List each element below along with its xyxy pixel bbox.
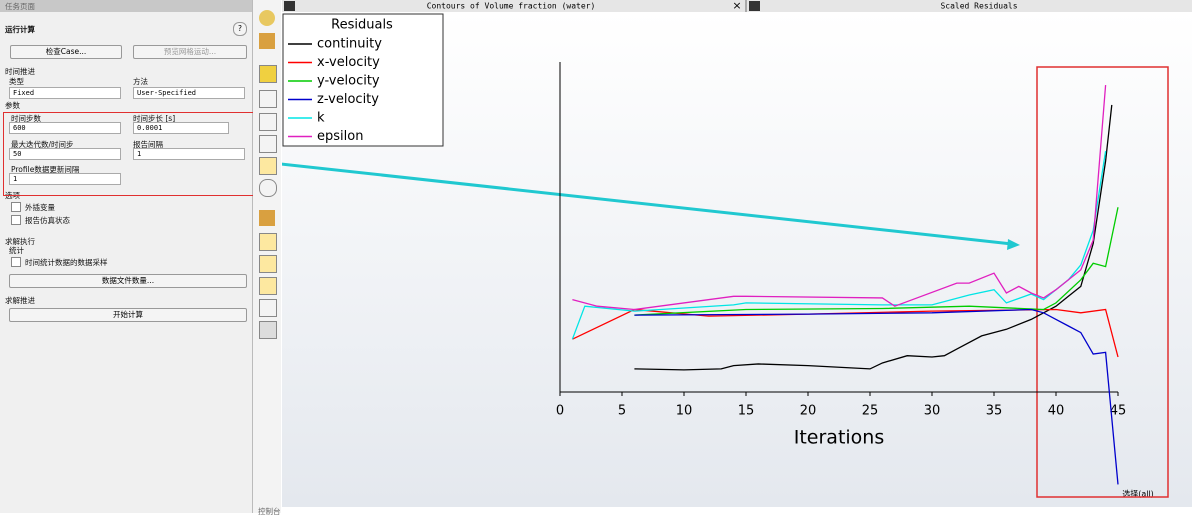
series-line [634, 207, 1119, 316]
label: 类型 [9, 77, 24, 86]
toolbar [253, 0, 281, 513]
label: 时间统计数据的数据采样 [25, 258, 108, 267]
data-files[interactable]: 数据文件数量... [9, 274, 247, 288]
label: 方法 [133, 77, 148, 86]
x-tick-label: 20 [800, 404, 817, 419]
input[interactable]: 0.0001 [133, 122, 229, 134]
input[interactable]: 600 [9, 122, 121, 134]
legend-label: y-velocity [317, 74, 380, 89]
tab-title[interactable]: Contours of Volume fraction (water) [427, 2, 596, 11]
console: 控制台 [258, 507, 281, 516]
x-tick-label: 35 [986, 404, 1003, 419]
check-case[interactable]: 检查Case... [10, 45, 122, 59]
title: 运行计算 [5, 25, 35, 34]
series-line [634, 308, 1119, 485]
arrow-head [1007, 239, 1020, 250]
label: 时间步长 [s] [133, 114, 176, 123]
legend-label: z-velocity [317, 92, 379, 107]
x-tick-label: 0 [556, 404, 564, 419]
legend-label: continuity [317, 37, 382, 52]
series-line [572, 308, 1119, 358]
residual-chart: Contours of Volume fraction (water) × Sc… [282, 0, 1192, 507]
legend-title: Residuals [331, 18, 393, 33]
checkbox[interactable] [11, 202, 21, 212]
label: 外插变量 [25, 203, 55, 212]
x-tick-label: 30 [924, 404, 941, 419]
header: 任务页面 [5, 2, 35, 11]
legend-label: epsilon [317, 129, 363, 144]
x-tick-label: 25 [862, 404, 879, 419]
series-line [634, 104, 1113, 371]
panel-header [0, 0, 252, 12]
x-axis-label: Iterations [794, 427, 885, 449]
annotation-box [3, 112, 260, 196]
input[interactable]: 1 [9, 173, 121, 185]
method-dropdown[interactable]: User-Specified [133, 87, 245, 99]
input[interactable]: 50 [9, 148, 121, 160]
preview-mesh: 预览网格运动... [133, 45, 247, 59]
label: 时间推进 [5, 67, 35, 76]
tab-title[interactable]: Scaled Residuals [940, 2, 1017, 11]
legend-label: k [317, 111, 325, 126]
label: 报告间隔 [133, 140, 163, 149]
annotation-arrow [282, 162, 1013, 246]
x-tick-label: 10 [676, 404, 693, 419]
type-dropdown[interactable]: Fixed [9, 87, 121, 99]
label: Profile数据更新间隔 [11, 165, 80, 174]
start[interactable]: 开始计算 [9, 308, 247, 322]
checkbox[interactable] [11, 257, 21, 267]
label: 求解执行 [5, 237, 35, 246]
x-tick-label: 45 [1110, 404, 1127, 419]
legend-label: x-velocity [317, 55, 380, 70]
series-line [572, 85, 1107, 311]
status: 选择(all) [1122, 489, 1154, 499]
checkbox[interactable] [11, 215, 21, 225]
label: 最大迭代数/时间步 [11, 140, 74, 149]
help[interactable]: ? [233, 22, 247, 36]
x-tick-label: 5 [618, 404, 626, 419]
label: 参数 [5, 101, 20, 110]
x-tick-label: 40 [1048, 404, 1065, 419]
input[interactable]: 1 [133, 148, 245, 160]
series-line [571, 150, 1107, 340]
label: 求解推进 [5, 296, 35, 305]
task-panel: 任务页面 运行计算 ? 检查Case... 预览网格运动... 时间推进 类型 … [0, 0, 260, 513]
close[interactable]: × [732, 0, 741, 12]
x-tick-label: 15 [738, 404, 755, 419]
label: 报告仿真状态 [25, 216, 70, 225]
label: 时间步数 [11, 114, 41, 123]
label: 统计 [9, 246, 24, 255]
annotation-box [1036, 66, 1169, 498]
